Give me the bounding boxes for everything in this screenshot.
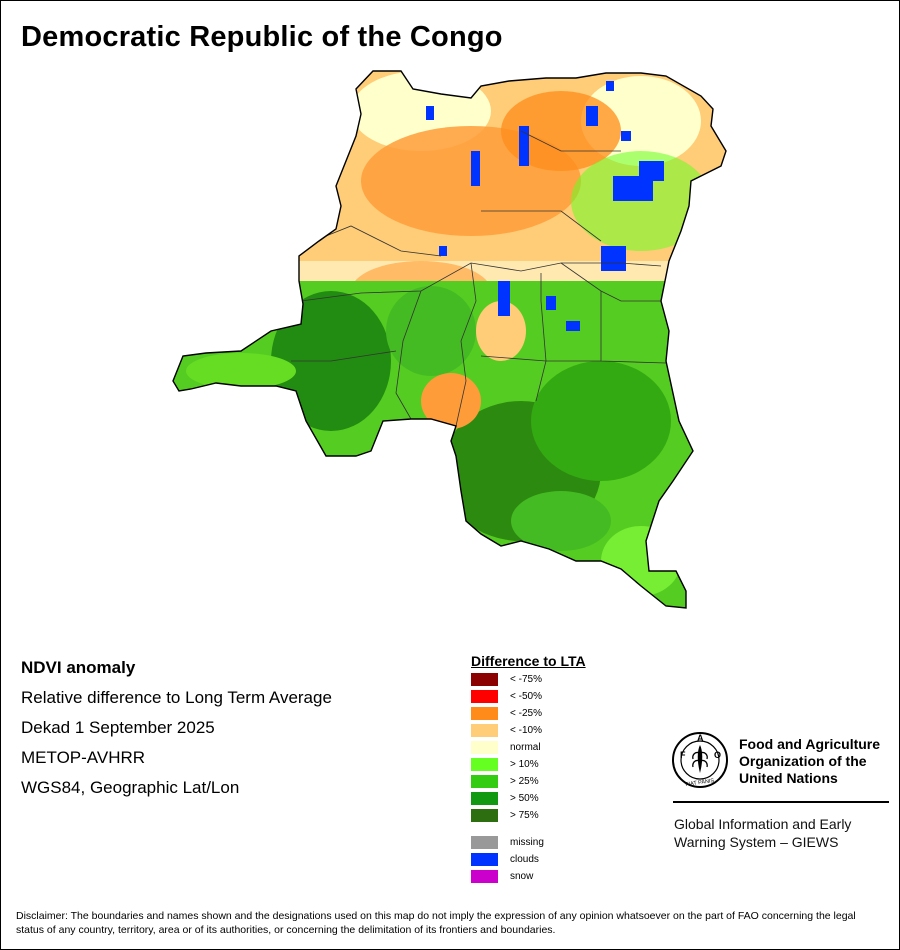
- legend-swatch: [471, 853, 498, 866]
- legend-title: Difference to LTA: [471, 653, 586, 669]
- legend-label: < -10%: [510, 725, 542, 736]
- legend-item: > 10%: [471, 758, 661, 772]
- info-projection: WGS84, Geographic Lat/Lon: [21, 778, 240, 797]
- disclaimer-text: Disclaimer: The boundaries and names sho…: [16, 910, 856, 936]
- legend-label: snow: [510, 871, 534, 882]
- legend-swatch: [471, 792, 498, 805]
- legend-swatch: [471, 707, 498, 720]
- giews-system-name: Global Information and Early Warning Sys…: [674, 816, 852, 850]
- legend-label: > 50%: [510, 793, 539, 804]
- legend-item: < -25%: [471, 707, 661, 721]
- info-period: Dekad 1 September 2025: [21, 718, 215, 737]
- fao-emblem-letter-f: F: [680, 750, 686, 760]
- legend-label: > 10%: [510, 759, 539, 770]
- divider: [673, 801, 889, 803]
- legend-item: clouds: [471, 853, 661, 867]
- legend-label: > 25%: [510, 776, 539, 787]
- legend-swatch: [471, 758, 498, 771]
- legend-swatch: [471, 690, 498, 703]
- legend-item: snow: [471, 870, 661, 884]
- legend-item: < -10%: [471, 724, 661, 738]
- legend-label: < -25%: [510, 708, 542, 719]
- legend-label: clouds: [510, 854, 539, 865]
- fao-emblem-motto: FIAT PANIS: [685, 778, 715, 788]
- legend-label: normal: [510, 742, 541, 753]
- legend-item: > 75%: [471, 809, 661, 823]
- info-title: NDVI anomaly: [21, 658, 136, 677]
- fao-emblem-icon: F A O FIAT PANIS: [672, 732, 728, 788]
- legend-item: missing: [471, 836, 661, 850]
- legend-item: > 25%: [471, 775, 661, 789]
- fao-emblem-letter-a: A: [697, 733, 704, 743]
- legend-swatch: [471, 809, 498, 822]
- legend-label: missing: [510, 837, 544, 848]
- legend-item: < -75%: [471, 673, 661, 687]
- ndvi-map: [172, 70, 727, 609]
- legend-label: < -50%: [510, 691, 542, 702]
- legend-item: < -50%: [471, 690, 661, 704]
- legend-item: > 50%: [471, 792, 661, 806]
- legend-swatch: [471, 870, 498, 883]
- info-subtitle: Relative difference to Long Term Average: [21, 688, 332, 707]
- fao-branding: F A O FIAT PANIS Food and Agriculture Or…: [671, 731, 891, 861]
- legend-swatch: [471, 673, 498, 686]
- fao-organization-name: Food and Agriculture Organization of the…: [739, 736, 881, 786]
- legend: Difference to LTA < -75% < -50% < -25% <…: [471, 653, 671, 893]
- legend-item: normal: [471, 741, 661, 755]
- legend-swatch: [471, 741, 498, 754]
- legend-label: > 75%: [510, 810, 539, 821]
- legend-swatch: [471, 775, 498, 788]
- legend-swatch: [471, 836, 498, 849]
- legend-swatch: [471, 724, 498, 737]
- info-sensor: METOP-AVHRR: [21, 748, 146, 767]
- legend-label: < -75%: [510, 674, 542, 685]
- fao-emblem-letter-o: O: [714, 750, 721, 760]
- map-title: Democratic Republic of the Congo: [21, 21, 503, 53]
